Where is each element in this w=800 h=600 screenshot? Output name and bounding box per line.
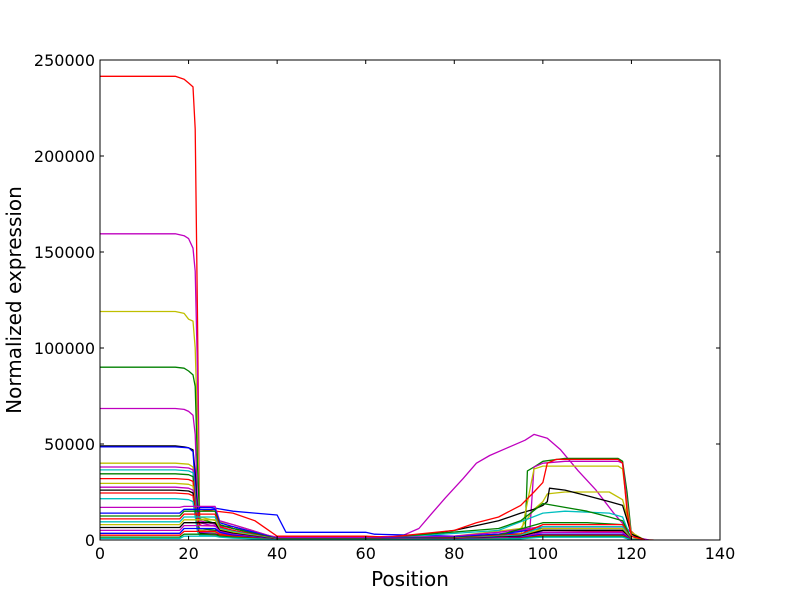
y-tick-label: 200000 bbox=[34, 147, 95, 166]
series-line-2 bbox=[100, 233, 650, 540]
x-tick-label: 140 bbox=[705, 544, 736, 563]
x-tick-label: 80 bbox=[444, 544, 464, 563]
series-line-11 bbox=[100, 473, 641, 540]
y-tick-label: 100000 bbox=[34, 339, 95, 358]
y-tick-label: 50000 bbox=[44, 435, 95, 454]
y-tick-label: 150000 bbox=[34, 243, 95, 262]
x-tick-label: 60 bbox=[356, 544, 376, 563]
x-tick-label: 120 bbox=[616, 544, 647, 563]
x-tick-label: 100 bbox=[528, 544, 559, 563]
y-axis-title: Normalized expression bbox=[2, 186, 26, 414]
x-axis-title: Position bbox=[371, 567, 449, 591]
x-tick-label: 0 bbox=[95, 544, 105, 563]
y-axis: 0 50000 100000 150000 200000 250000 bbox=[34, 51, 720, 550]
y-tick-label: 250000 bbox=[34, 51, 95, 70]
x-tick-label: 20 bbox=[178, 544, 198, 563]
x-axis: 0 20 40 60 80 100 120 140 bbox=[95, 60, 735, 563]
x-tick-label: 40 bbox=[267, 544, 287, 563]
y-tick-label: 0 bbox=[85, 531, 95, 550]
plot-area-frame bbox=[99, 59, 721, 541]
